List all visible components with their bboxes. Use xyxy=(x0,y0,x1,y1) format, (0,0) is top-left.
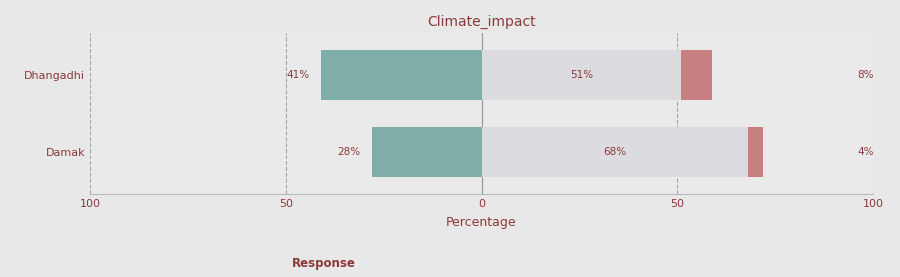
Text: 68%: 68% xyxy=(603,147,626,157)
Bar xyxy=(321,50,482,100)
Bar xyxy=(482,127,748,177)
Title: Climate_impact: Climate_impact xyxy=(428,15,536,29)
Text: 28%: 28% xyxy=(337,147,360,157)
Bar xyxy=(482,50,681,100)
Text: 41%: 41% xyxy=(286,70,310,80)
X-axis label: Percentage: Percentage xyxy=(446,216,517,229)
Text: 8%: 8% xyxy=(858,70,874,80)
Text: Response: Response xyxy=(292,257,356,270)
Text: 51%: 51% xyxy=(570,70,593,80)
Bar xyxy=(748,127,763,177)
Text: 4%: 4% xyxy=(858,147,874,157)
Bar xyxy=(681,50,713,100)
Bar xyxy=(372,127,482,177)
